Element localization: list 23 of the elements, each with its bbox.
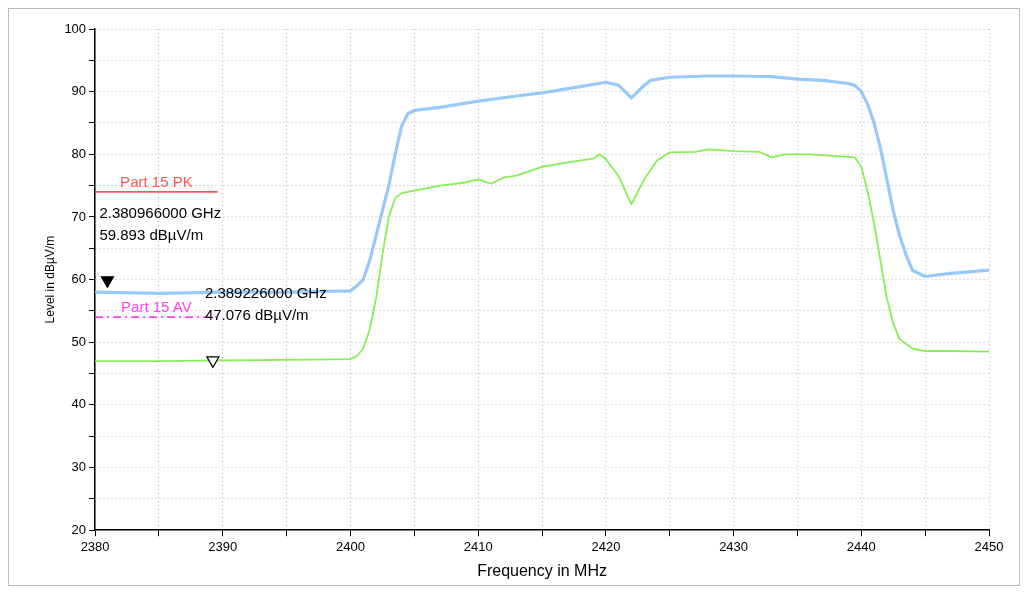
y-tick-label: 60	[71, 271, 87, 287]
y-tick-label: 70	[71, 208, 87, 224]
y-axis-title: Level in dBµV/m	[42, 235, 57, 324]
annotation: 2.380966000 GHz 59.893 dBµV/m	[99, 204, 222, 244]
y-tick-label: 20	[71, 521, 87, 537]
y-tick-label: 90	[71, 83, 87, 99]
y-tick-label: 50	[71, 333, 87, 349]
x-tick-label: 2450	[974, 538, 1004, 554]
y-tick-label: 30	[71, 459, 87, 475]
x-tick-label: 2390	[208, 538, 238, 554]
y-tick-label: 80	[71, 145, 87, 161]
annotation: 2.389226000 GHz 47.076 dBµV/m	[204, 284, 327, 324]
x-tick-label: 2440	[846, 538, 876, 554]
x-tick-label: 2400	[336, 538, 365, 554]
y-tick-label: 40	[71, 396, 87, 412]
x-tick-label: 2430	[719, 538, 749, 554]
x-tick-label: 2410	[463, 538, 493, 554]
series-label: Part 15 PK	[120, 172, 193, 190]
series-label: Part 15 AV	[121, 297, 192, 315]
y-tick-label: 100	[64, 20, 87, 36]
x-tick-label: 2380	[80, 538, 110, 554]
x-tick-label: 2420	[591, 538, 621, 554]
x-axis-title: Frequency in MHz	[477, 561, 607, 579]
